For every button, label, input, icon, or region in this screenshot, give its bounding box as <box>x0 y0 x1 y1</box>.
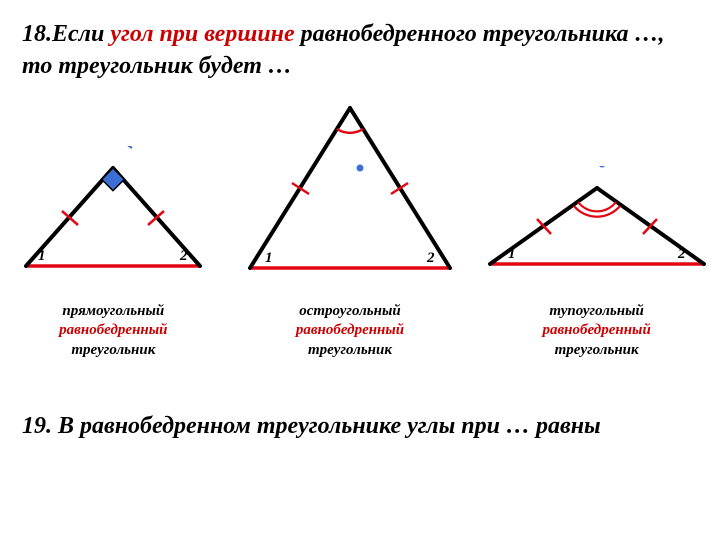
triangle-acute-svg: 1 2 <box>235 96 465 296</box>
angle-label-2: 2 <box>179 248 188 264</box>
triangle-obtuse-svg: 1 2 <box>482 166 712 296</box>
angle-label-1: 1 <box>38 248 46 264</box>
question-19: 19. В равнобедренном треугольнике углы п… <box>22 410 700 442</box>
angle-label-2: 2 <box>677 246 686 262</box>
cap-right-l1: прямоугольный <box>59 302 167 322</box>
caption-obtuse: тупоугольный равнобедренный треугольник <box>542 302 650 361</box>
cap-acute-l1: остроугольный <box>296 302 404 322</box>
triangle-obtuse-block: 1 2 тупоугольный равнобедренный треуголь… <box>482 166 712 361</box>
cap-acute-l3: треугольник <box>296 341 404 361</box>
cap-right-l3: треугольник <box>59 341 167 361</box>
cap-obtuse-l1: тупоугольный <box>542 302 650 322</box>
triangles-row: 1 2 прямоугольный равнобедренный треугол… <box>0 140 720 360</box>
triangle-right-svg: 1 2 <box>8 146 218 296</box>
angle-label-1: 1 <box>508 246 516 262</box>
cap-right-l2: равнобедренный <box>59 321 167 341</box>
question-18: 18.Если угол при вершине равнобедренного… <box>22 18 700 83</box>
angle-label-2: 2 <box>426 250 435 266</box>
angle-label-1: 1 <box>265 250 273 266</box>
q18-red: угол при вершине <box>110 21 294 47</box>
triangle-right-block: 1 2 прямоугольный равнобедренный треугол… <box>8 146 218 361</box>
caption-acute: остроугольный равнобедренный треугольник <box>296 302 404 361</box>
cap-obtuse-l3: треугольник <box>542 341 650 361</box>
dot-icon <box>598 166 605 168</box>
cap-acute-l2: равнобедренный <box>296 321 404 341</box>
q18-prefix: 18.Если <box>22 21 110 47</box>
dot-icon <box>356 164 363 171</box>
cap-obtuse-l2: равнобедренный <box>542 321 650 341</box>
triangle-acute-block: 1 2 остроугольный равнобедренный треугол… <box>235 96 465 361</box>
caption-right: прямоугольный равнобедренный треугольник <box>59 302 167 361</box>
